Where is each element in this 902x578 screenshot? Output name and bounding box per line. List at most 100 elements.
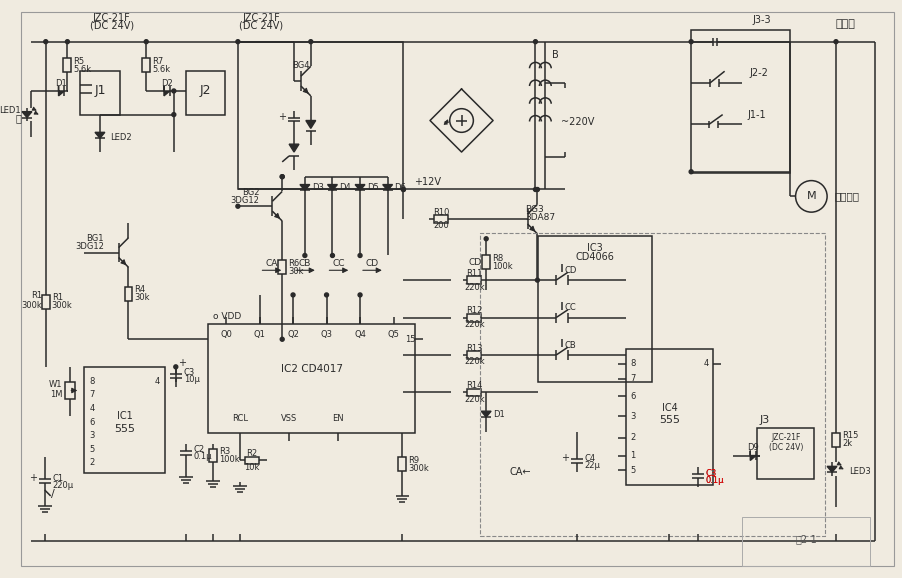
- Text: (DC 24V): (DC 24V): [89, 21, 133, 31]
- Text: (DC 24V): (DC 24V): [769, 443, 803, 452]
- Text: +: +: [29, 473, 37, 483]
- Text: 6: 6: [89, 417, 95, 427]
- Text: 220k: 220k: [464, 320, 484, 329]
- Bar: [742, 517, 870, 566]
- Text: 200: 200: [433, 221, 448, 231]
- Text: 5: 5: [89, 445, 95, 454]
- Text: 电扇电机: 电扇电机: [835, 191, 860, 201]
- Text: 3DG12: 3DG12: [231, 196, 260, 205]
- Text: +: +: [178, 358, 186, 368]
- Text: 300k: 300k: [51, 301, 72, 310]
- Text: LED2: LED2: [110, 133, 132, 142]
- Text: W1: W1: [49, 380, 62, 389]
- Polygon shape: [22, 112, 32, 117]
- Text: J2-2: J2-2: [750, 68, 769, 78]
- Circle shape: [330, 254, 335, 257]
- Text: 5: 5: [630, 466, 636, 475]
- Circle shape: [281, 338, 284, 341]
- Text: BG3: BG3: [526, 205, 544, 214]
- Text: 0.1μ: 0.1μ: [706, 476, 724, 485]
- Bar: [467, 314, 482, 321]
- Text: IC4: IC4: [661, 403, 677, 413]
- Text: VSS: VSS: [281, 414, 298, 423]
- Text: IC1: IC1: [116, 411, 133, 421]
- Text: J1-1: J1-1: [748, 110, 767, 120]
- Text: 6: 6: [630, 392, 636, 401]
- Text: 555: 555: [114, 424, 135, 434]
- Text: 220k: 220k: [464, 283, 484, 291]
- Text: R8: R8: [492, 254, 503, 263]
- Text: JZC-21F: JZC-21F: [771, 434, 800, 442]
- Circle shape: [689, 40, 693, 44]
- Circle shape: [281, 175, 284, 179]
- Bar: [626, 349, 713, 485]
- Bar: [832, 433, 840, 447]
- Text: 10k: 10k: [244, 463, 260, 472]
- Polygon shape: [382, 184, 392, 191]
- Text: Q5: Q5: [388, 330, 400, 339]
- Text: CD: CD: [468, 258, 482, 267]
- Text: o VDD: o VDD: [213, 312, 242, 321]
- Text: M: M: [806, 191, 816, 201]
- Text: 0.1μ: 0.1μ: [706, 476, 724, 485]
- Text: R1: R1: [31, 291, 41, 301]
- Text: Q3: Q3: [320, 330, 333, 339]
- Text: D3: D3: [312, 183, 324, 192]
- Text: CC: CC: [564, 303, 575, 312]
- Circle shape: [689, 170, 693, 174]
- Text: 220k: 220k: [464, 395, 484, 404]
- Bar: [124, 287, 133, 301]
- Circle shape: [236, 204, 240, 208]
- Text: 5.6k: 5.6k: [73, 65, 91, 74]
- Circle shape: [174, 365, 178, 369]
- Bar: [483, 255, 490, 269]
- Text: CD4066: CD4066: [575, 253, 614, 262]
- Text: D6: D6: [394, 183, 407, 192]
- Text: IC3: IC3: [586, 243, 603, 253]
- Text: 1M: 1M: [50, 390, 62, 399]
- Text: 2: 2: [89, 458, 95, 467]
- Text: EN: EN: [333, 414, 345, 423]
- Text: 22μ: 22μ: [584, 461, 601, 470]
- Text: 220k: 220k: [464, 357, 484, 366]
- Bar: [63, 58, 71, 72]
- Text: C3: C3: [706, 469, 717, 478]
- Bar: [208, 324, 415, 433]
- Bar: [691, 30, 789, 173]
- Polygon shape: [300, 184, 309, 191]
- Bar: [143, 58, 150, 72]
- Bar: [238, 42, 403, 190]
- Text: C2: C2: [194, 445, 205, 454]
- Bar: [66, 381, 75, 399]
- Text: 7: 7: [89, 390, 95, 399]
- Circle shape: [533, 187, 538, 191]
- Bar: [41, 295, 50, 309]
- Text: 3: 3: [630, 412, 636, 421]
- Text: D5: D5: [367, 183, 379, 192]
- Bar: [467, 388, 482, 397]
- Text: Q1: Q1: [253, 330, 265, 339]
- Circle shape: [44, 40, 48, 44]
- Bar: [757, 428, 815, 479]
- Bar: [467, 351, 482, 359]
- Text: 300k: 300k: [409, 464, 429, 473]
- Text: J3: J3: [759, 415, 769, 425]
- Text: 4: 4: [154, 377, 160, 386]
- Circle shape: [358, 293, 362, 297]
- Text: +12V: +12V: [413, 177, 440, 187]
- Circle shape: [484, 237, 488, 240]
- Circle shape: [172, 89, 176, 93]
- Text: 30k: 30k: [134, 294, 150, 302]
- Text: BG4: BG4: [292, 61, 309, 70]
- Text: 30k: 30k: [288, 267, 304, 276]
- Text: D9: D9: [748, 443, 759, 452]
- Text: C3: C3: [184, 368, 195, 377]
- Text: 5.6k: 5.6k: [152, 65, 170, 74]
- Text: 555: 555: [659, 415, 680, 425]
- Text: 8: 8: [89, 377, 95, 386]
- Circle shape: [401, 187, 405, 191]
- Text: C1: C1: [52, 474, 64, 483]
- Text: CB: CB: [299, 259, 311, 268]
- Text: J3-3: J3-3: [753, 15, 771, 25]
- Text: R12: R12: [466, 306, 483, 315]
